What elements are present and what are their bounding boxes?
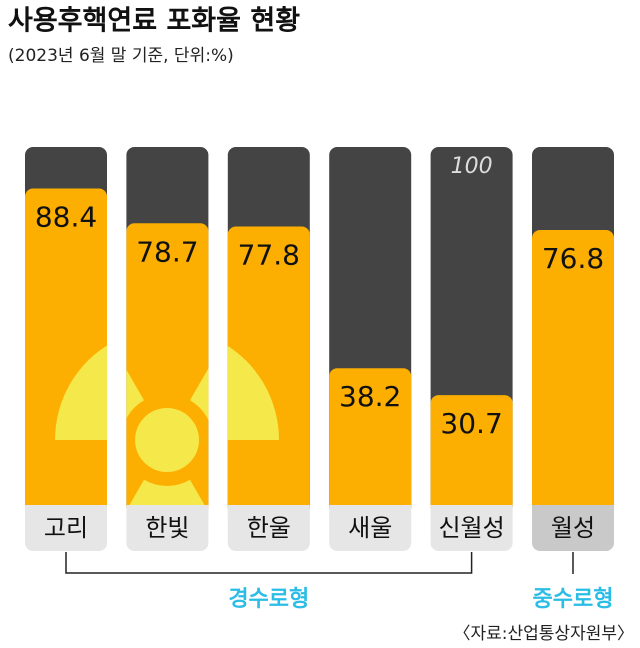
bar [227, 226, 310, 515]
category-label: 한빛 [145, 514, 189, 542]
value-label: 38.2 [339, 380, 401, 413]
chart-title: 사용후핵연료 포화율 현황 [8, 6, 300, 37]
category-box-top [126, 505, 209, 517]
category-label: 새울 [348, 514, 392, 542]
chart-subtitle: (2023년 6월 말 기준, 단위:%) [8, 46, 234, 66]
capacity-label: 100 [451, 154, 493, 179]
source: 〈자료:산업통상자원부〉 [454, 624, 635, 644]
category-box-top [430, 505, 513, 517]
bar [329, 368, 412, 515]
category-box-top [532, 505, 614, 517]
category-box-top [227, 505, 310, 517]
category-box-top [25, 505, 107, 517]
bar [532, 230, 614, 515]
category-label: 신월성 [438, 514, 504, 542]
value-label: 78.7 [136, 235, 198, 268]
labels: 88.4 고리 78.7 한빛 77.8 한울 38.2 새울 30.7 신월성 76.8 월성 100… [25, 154, 634, 644]
bars [25, 147, 614, 515]
category-box-top [329, 505, 412, 517]
value-label: 88.4 [35, 201, 97, 234]
value-label: 30.7 [440, 407, 502, 440]
group-label: 경수로형 [228, 587, 309, 612]
category-label: 한울 [247, 514, 291, 542]
category-label: 월성 [551, 514, 595, 542]
bar [430, 395, 513, 515]
value-label: 76.8 [542, 242, 604, 275]
group-bracket [65, 552, 473, 574]
bar [25, 188, 107, 515]
symbol-core [135, 408, 199, 472]
category-label: 고리 [44, 514, 88, 542]
value-label: 77.8 [238, 238, 300, 271]
group-label: 중수로형 [533, 587, 614, 612]
